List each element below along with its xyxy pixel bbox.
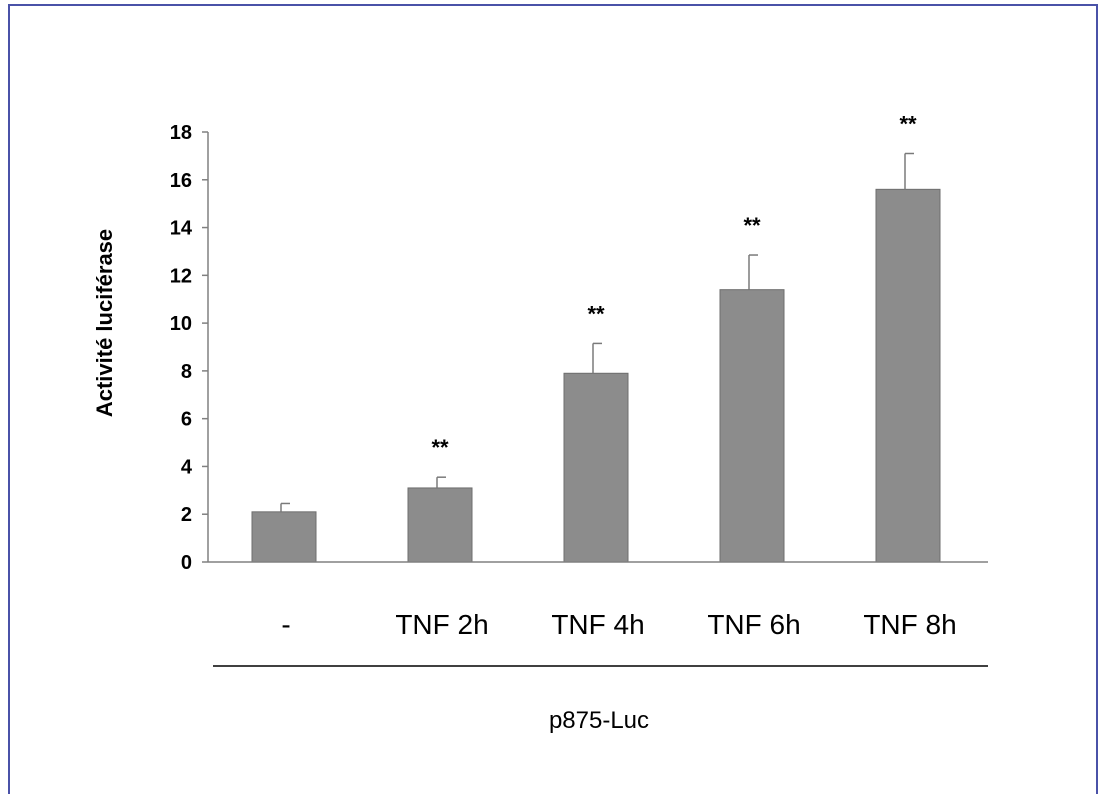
y-tick-label: 18 — [170, 122, 192, 144]
significance-marker: ** — [743, 213, 761, 238]
y-tick-label: 10 — [170, 313, 192, 335]
bar — [563, 372, 629, 563]
bar — [875, 188, 941, 563]
y-tick-label: 0 — [181, 552, 192, 574]
bar — [407, 487, 473, 563]
y-axis-label: Activité luciférase — [92, 229, 117, 417]
category-label: TNF 8h — [863, 609, 956, 640]
x-axis-label: p875-Luc — [549, 707, 649, 734]
category-label: - — [281, 609, 290, 640]
y-tick-label: 2 — [181, 504, 192, 526]
category-label: TNF 6h — [707, 609, 800, 640]
significance-marker: ** — [587, 301, 605, 326]
significance-marker: ** — [431, 435, 449, 460]
category-label: TNF 4h — [551, 609, 644, 640]
y-tick-label: 16 — [170, 170, 192, 192]
significance-marker: ** — [899, 112, 917, 137]
category-label: TNF 2h — [395, 609, 488, 640]
bar — [719, 289, 785, 563]
bars-group: ** ** ** ** — [251, 112, 941, 563]
y-tick-label: 12 — [170, 265, 192, 287]
x-axis: - TNF 2h TNF 4h TNF 6h TNF 8h — [208, 561, 988, 640]
bar — [251, 511, 317, 563]
y-tick-label: 8 — [181, 361, 192, 383]
y-tick-label: 6 — [181, 409, 192, 431]
y-axis: 0 2 4 6 8 10 12 14 16 18 — [170, 122, 209, 574]
y-tick-label: 14 — [170, 218, 193, 240]
y-tick-label: 4 — [181, 456, 193, 478]
